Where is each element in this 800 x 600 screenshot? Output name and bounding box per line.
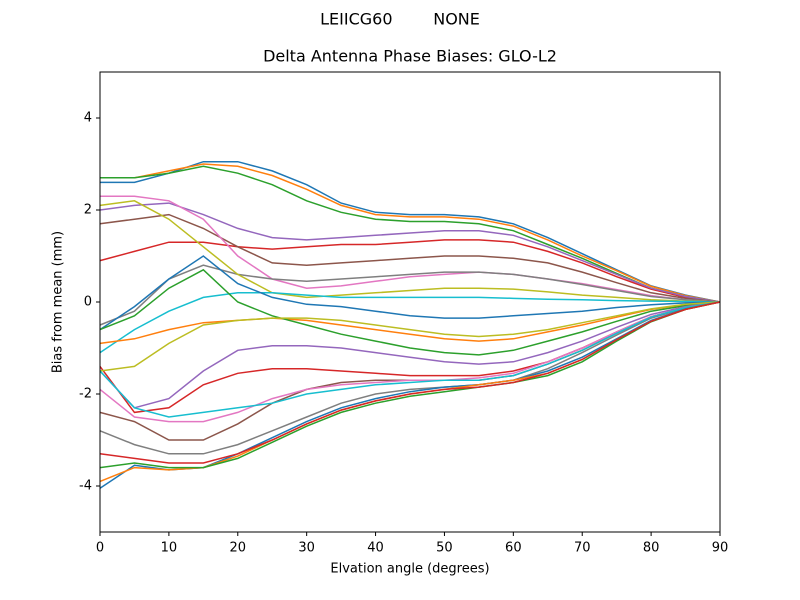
x-tick-label: 20 [230,541,247,556]
x-tick-label: 30 [298,541,315,556]
series-line [99,301,721,418]
x-tick-label: 70 [574,541,591,556]
x-tick-label: 10 [161,541,178,556]
series-line [99,301,721,455]
series-line [99,255,721,331]
chart-title: Delta Antenna Phase Biases: GLO-L2 [263,47,557,66]
series-line [100,160,721,303]
x-tick-label: 80 [643,541,660,556]
series-line [99,301,721,345]
y-tick-label: 2 [84,203,92,218]
series-line [99,213,721,303]
series-line [100,195,721,303]
x-tick-label: 50 [436,541,453,556]
series-line [99,268,721,356]
series-line [100,165,721,303]
series-line [99,301,721,409]
series-line [99,301,721,469]
x-tick-label: 60 [505,541,522,556]
series-line [99,264,721,326]
y-tick-label: 0 [84,295,92,310]
series-line [99,239,721,303]
series-line [100,163,721,303]
series-line [99,200,721,303]
series-line [99,292,721,354]
plot-area [99,160,721,489]
series-line [99,202,721,303]
series-line [99,301,721,464]
x-tick-label: 90 [712,541,729,556]
y-tick-label: -2 [79,387,92,402]
x-tick-label: 40 [367,541,384,556]
series-line [99,301,721,423]
x-axis-label: Elvation angle (degrees) [330,562,489,577]
suptitle: LEIICG60 NONE [320,10,480,29]
y-tick-label: -4 [79,479,92,494]
y-tick-label: 4 [84,111,92,126]
x-tick-label: 0 [96,541,104,556]
y-axis-label: Bias from mean (mm) [51,231,66,373]
series-line [99,301,721,372]
